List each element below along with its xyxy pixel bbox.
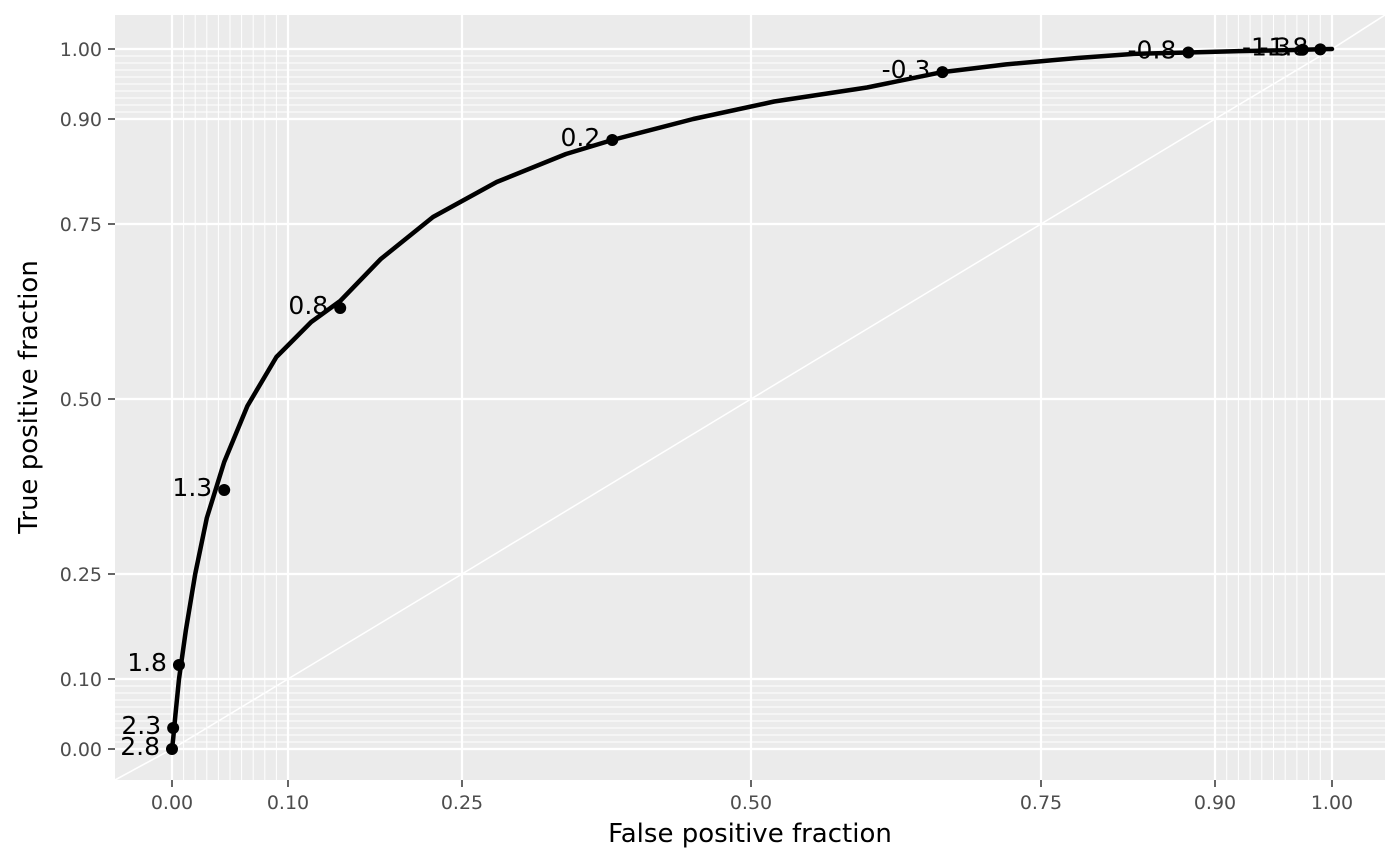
cutoff-label: 1.8 — [127, 648, 167, 677]
cutoff-point — [1314, 43, 1327, 56]
cutoff-label: 2.8 — [120, 732, 160, 761]
reference-diagonal — [114, 14, 1386, 781]
roc-curve-layer — [169, 46, 1335, 752]
diagonal-line — [114, 14, 1386, 781]
x-tick-label: 1.00 — [1311, 792, 1353, 814]
y-tick-label: 0.00 — [60, 739, 102, 761]
cutoff-label: -1.8 — [1260, 32, 1309, 61]
cutoff-point — [167, 722, 180, 734]
y-axis-ticks: 0.00 0.10 0.25 0.50 0.75 0.90 1.00 — [60, 39, 115, 761]
y-tick-label: 0.75 — [60, 214, 102, 236]
cutoff-point — [1182, 46, 1195, 59]
y-axis-title: True positive fraction — [14, 260, 44, 535]
cutoff-point — [334, 302, 347, 314]
x-axis-title: False positive fraction — [608, 819, 892, 849]
x-tick-label: 0.50 — [730, 792, 772, 814]
y-tick-label: 0.25 — [60, 564, 102, 586]
y-tick-label: 0.10 — [60, 669, 102, 691]
cutoff-point — [1296, 43, 1309, 56]
x-tick-label: 0.10 — [267, 792, 309, 814]
cutoff-label: -0.8 — [1128, 36, 1177, 65]
x-tick-label: 0.90 — [1194, 792, 1236, 814]
cutoff-point — [218, 484, 231, 496]
y-tick-label: 1.00 — [60, 39, 102, 61]
cutoff-label: 0.8 — [288, 291, 328, 320]
cutoff-label: 1.3 — [172, 473, 212, 502]
x-axis-ticks: 0.00 0.10 0.25 0.50 0.75 0.90 1.00 — [151, 780, 1353, 814]
cutoff-points: 2.82.3 1.8 1.3 0.8 0.2 -0.3 -0.8 -1.3-1.8 — [120, 32, 1327, 761]
roc-curve — [169, 46, 1335, 752]
cutoff-point — [166, 743, 178, 755]
cutoff-label: 0.2 — [561, 123, 601, 152]
cutoff-point — [936, 66, 949, 79]
x-tick-label: 0.25 — [441, 792, 483, 814]
x-tick-label: 0.75 — [1020, 792, 1062, 814]
cutoff-label: -1.3 — [1242, 33, 1291, 62]
x-tick-label: 0.00 — [151, 792, 193, 814]
cutoff-point — [606, 134, 619, 146]
cutoff-label: -0.3 — [882, 55, 931, 84]
y-tick-label: 0.50 — [60, 389, 102, 411]
y-tick-label: 0.90 — [60, 109, 102, 131]
cutoff-label: 2.3 — [121, 711, 161, 740]
cutoff-point — [172, 659, 185, 671]
